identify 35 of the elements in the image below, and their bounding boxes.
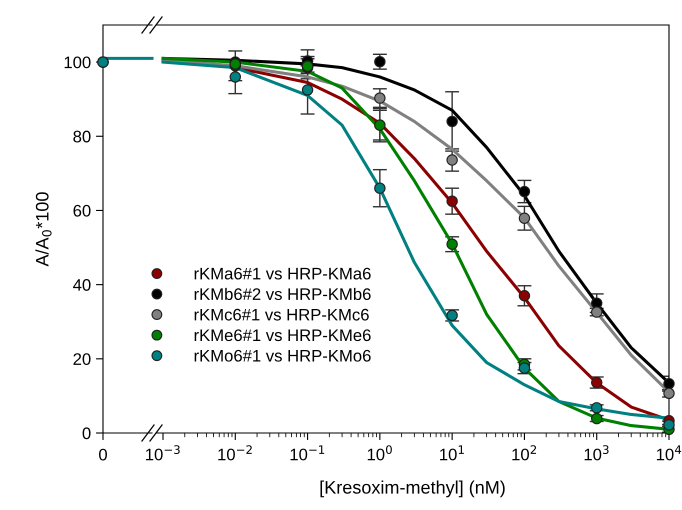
point <box>374 92 386 104</box>
legend-label: rKMe6#1 vs HRP-KMe6 <box>194 329 371 342</box>
y-tick-label: 100 <box>64 56 91 68</box>
y-tick-label: 80 <box>73 130 91 142</box>
legend-label: rKMo6#1 vs HRP-KMo6 <box>194 350 371 362</box>
point <box>518 290 530 302</box>
point <box>518 212 530 224</box>
x-tick-label: 10$^{−3}$ <box>146 445 180 460</box>
point <box>663 378 675 390</box>
y-tick-label: 60 <box>74 204 91 217</box>
point <box>446 154 458 166</box>
point <box>663 388 675 400</box>
x-axis-title: [Kresoxim-methyl] (nM) <box>320 480 505 498</box>
point <box>446 116 458 128</box>
y-axis-title: A/A$_{0}$*100 <box>35 192 52 267</box>
x-tick-label: 10$^{3}$ <box>584 445 609 460</box>
point <box>374 182 386 194</box>
x-tick-label: 0 <box>99 448 107 461</box>
y-tick-label: 40 <box>73 279 91 291</box>
legend-label: rKMa6#1 vs HRP-KMa6 <box>194 268 371 280</box>
x-tick-label: 10$^{−2}$ <box>218 445 252 460</box>
x-tick-label: 10$^{−1}$ <box>290 445 324 460</box>
point <box>663 419 675 431</box>
x-tick-label: 10$^{1}$ <box>440 445 464 460</box>
point <box>230 71 241 83</box>
x-tick-label: 10$^{2}$ <box>512 445 536 460</box>
point <box>302 84 314 96</box>
x-tick-label: 10$^{0}$ <box>368 445 392 460</box>
point <box>446 195 458 207</box>
y-tick-label: 0 <box>82 427 91 440</box>
x-tick-label: 10$^{4}$ <box>656 445 682 460</box>
point <box>518 186 530 198</box>
legend-label: rKMc6#1 vs HRP-KMc6 <box>194 308 369 321</box>
legend-label: rKMb6#2 vs HRP-KMb6 <box>194 288 371 300</box>
y-tick-label: 20 <box>73 353 91 366</box>
